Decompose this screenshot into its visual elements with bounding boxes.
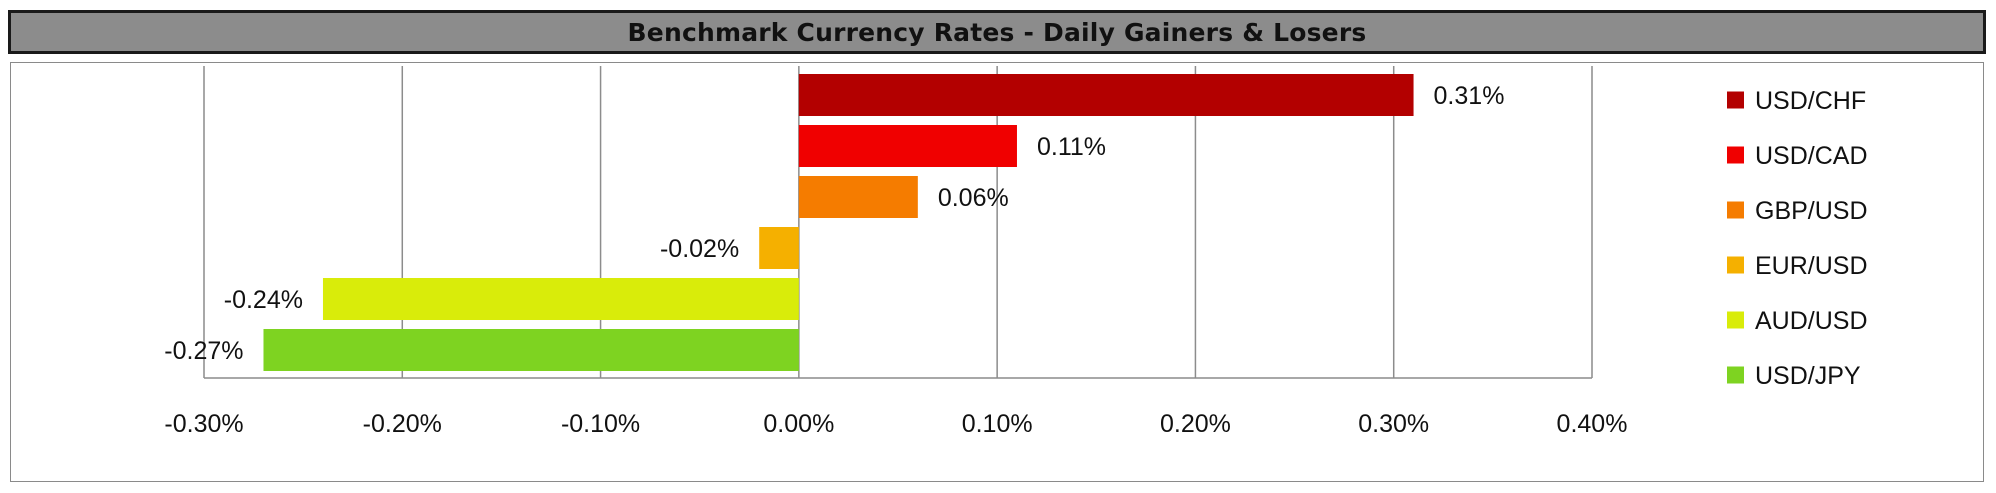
- legend-label: USD/JPY: [1755, 362, 1861, 390]
- data-label: 0.06%: [938, 184, 1009, 212]
- data-label: 0.11%: [1037, 133, 1106, 161]
- legend-label: USD/CAD: [1755, 142, 1868, 170]
- legend-swatch: [1727, 201, 1744, 219]
- legend-label: GBP/USD: [1755, 197, 1868, 225]
- data-labels: 0.31% 0.11% 0.06% -0.02% -0.24% -0.27%: [164, 82, 1504, 365]
- x-axis-ticks: -0.30% -0.20% -0.10% 0.00% 0.10% 0.20% 0.30% 0.…: [164, 410, 1627, 438]
- bar-gbp-usd: [798, 176, 918, 218]
- bar-usd-chf: [798, 74, 1414, 116]
- chart-title-bar: Benchmark Currency Rates - Daily Gainers…: [8, 10, 1986, 54]
- x-tick-label: 0.30%: [1358, 410, 1429, 438]
- x-tick-label: 0.20%: [1160, 410, 1231, 438]
- data-label: -0.24%: [224, 286, 303, 314]
- bar-usd-jpy: [263, 329, 799, 371]
- legend-swatch: [1727, 311, 1744, 329]
- legend-label: USD/CHF: [1755, 87, 1866, 115]
- x-tick-label: -0.10%: [561, 410, 640, 438]
- bar-aud-usd: [322, 278, 799, 320]
- x-tick-label: -0.20%: [363, 410, 442, 438]
- x-tick-label: 0.00%: [763, 410, 834, 438]
- legend-swatch: [1727, 146, 1744, 164]
- legend-swatch: [1727, 256, 1744, 274]
- x-tick-label: 0.10%: [962, 410, 1033, 438]
- legend-label: EUR/USD: [1755, 252, 1868, 280]
- x-tick-label: -0.30%: [164, 410, 243, 438]
- bar-usd-cad: [798, 125, 1017, 167]
- data-label: -0.02%: [660, 235, 739, 263]
- data-label: 0.31%: [1434, 82, 1505, 110]
- legend: USD/CHF USD/CAD GBP/USD EUR/USD AUD/USD USD/J…: [1727, 87, 1868, 390]
- legend-swatch: [1727, 366, 1744, 384]
- legend-swatch: [1727, 91, 1744, 109]
- gridlines: [203, 66, 1593, 379]
- data-label: -0.27%: [164, 337, 243, 365]
- bars: [263, 74, 1414, 371]
- x-tick-label: 0.40%: [1557, 410, 1628, 438]
- chart-title: Benchmark Currency Rates - Daily Gainers…: [627, 17, 1367, 47]
- bar-eur-usd: [759, 227, 799, 269]
- legend-label: AUD/USD: [1755, 307, 1868, 335]
